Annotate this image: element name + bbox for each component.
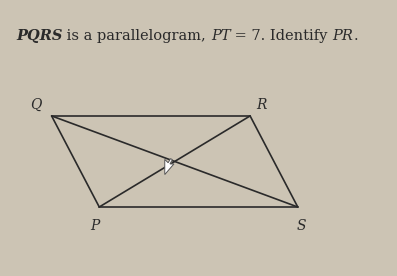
Text: is a parallelogram,: is a parallelogram, <box>62 29 211 43</box>
Text: R: R <box>256 98 266 112</box>
Text: PT: PT <box>211 29 230 43</box>
Text: PR: PR <box>332 29 353 43</box>
Text: P: P <box>91 219 100 233</box>
Text: S: S <box>297 219 306 233</box>
Text: .: . <box>353 29 358 43</box>
Polygon shape <box>165 159 174 175</box>
Text: Q: Q <box>30 98 42 112</box>
Text: = 7. Identify: = 7. Identify <box>230 29 332 43</box>
Text: PQRS: PQRS <box>16 29 62 43</box>
